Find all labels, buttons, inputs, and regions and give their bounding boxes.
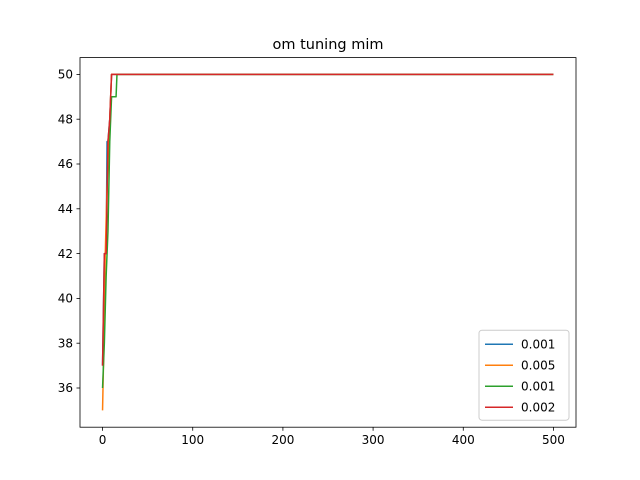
legend: 0.001 0.005 0.001 0.002 <box>478 329 570 421</box>
y-tick-label: 42 <box>58 247 73 261</box>
legend-label: 0.005 <box>521 359 555 373</box>
y-tick-label: 44 <box>58 202 73 216</box>
x-tick-label: 100 <box>181 433 204 447</box>
y-tick-label: 50 <box>58 68 73 82</box>
x-tick-label: 400 <box>452 433 475 447</box>
plot-frame <box>79 57 577 428</box>
legend-label: 0.001 <box>521 338 555 352</box>
series-line-4 <box>101 73 554 366</box>
chart-title: om tuning mim <box>273 37 384 53</box>
y-tick-label: 46 <box>58 157 73 171</box>
legend-label: 0.001 <box>521 380 555 394</box>
x-tick-label: 200 <box>271 433 294 447</box>
y-tick-label: 36 <box>58 381 73 395</box>
x-tick-label: 500 <box>542 433 565 447</box>
y-tick-label: 48 <box>58 112 73 126</box>
x-tick-label: 0 <box>99 433 107 447</box>
y-tick-label: 40 <box>58 292 73 306</box>
x-axis: 0 100 200 300 400 500 <box>99 427 565 447</box>
legend-label: 0.002 <box>521 401 555 415</box>
legend-box <box>478 329 570 421</box>
series-layer <box>101 73 554 411</box>
x-tick-label: 300 <box>362 433 385 447</box>
y-axis: 36 38 40 42 44 46 48 50 <box>58 68 80 395</box>
y-tick-label: 38 <box>58 336 73 350</box>
series-line-3 <box>101 73 554 389</box>
